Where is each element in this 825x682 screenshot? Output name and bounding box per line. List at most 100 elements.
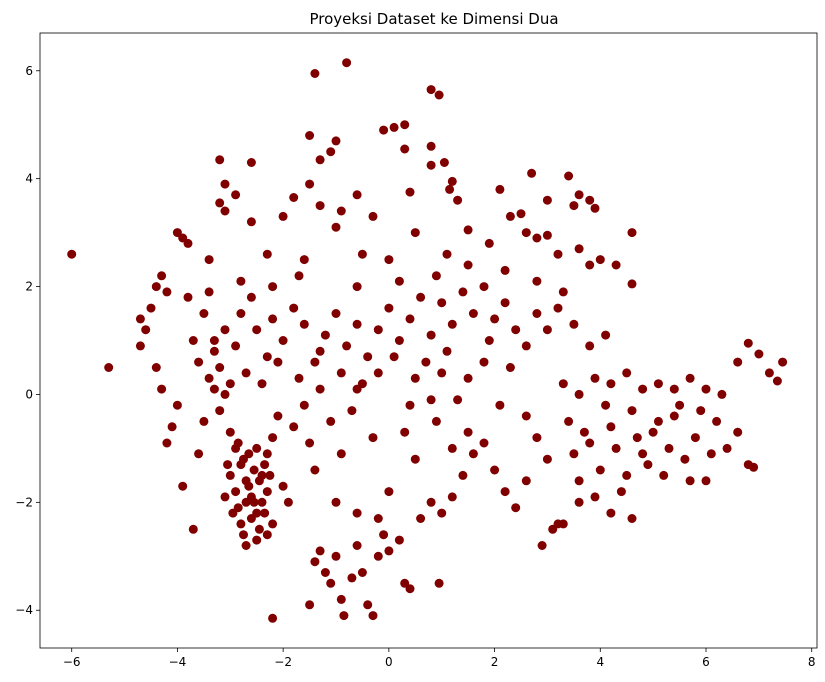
- data-point: [442, 346, 452, 356]
- data-point: [569, 319, 579, 329]
- data-point: [574, 497, 584, 507]
- y-tick-label: 4: [25, 172, 33, 186]
- data-point: [151, 363, 161, 372]
- y-tick-label: 2: [25, 280, 33, 294]
- data-point: [521, 228, 531, 238]
- data-point: [410, 373, 420, 383]
- data-point: [764, 368, 774, 378]
- data-point: [363, 352, 373, 362]
- data-point: [299, 319, 309, 329]
- data-point: [368, 611, 378, 621]
- data-point: [373, 325, 383, 335]
- data-point: [648, 427, 658, 437]
- data-point: [437, 368, 447, 378]
- data-point: [194, 449, 204, 459]
- data-point: [521, 476, 531, 486]
- data-point: [305, 600, 315, 610]
- y-tick-label: −2: [15, 495, 33, 509]
- data-point: [426, 160, 436, 170]
- data-point: [157, 384, 167, 394]
- data-point: [223, 460, 233, 470]
- data-point: [252, 535, 262, 545]
- data-point: [426, 85, 436, 95]
- data-point: [262, 449, 272, 459]
- data-point: [394, 336, 404, 345]
- data-point: [680, 454, 690, 464]
- data-point: [315, 546, 325, 556]
- data-point: [326, 147, 336, 157]
- data-point: [447, 443, 457, 453]
- data-point: [400, 578, 410, 588]
- data-point: [157, 271, 167, 281]
- data-point: [273, 411, 283, 421]
- data-point: [527, 168, 537, 178]
- data-point: [246, 292, 256, 302]
- data-point: [447, 492, 457, 502]
- data-point: [67, 249, 77, 259]
- data-point: [215, 363, 225, 372]
- data-point: [373, 551, 383, 561]
- data-point: [183, 292, 193, 302]
- data-point: [500, 487, 510, 497]
- data-point: [141, 325, 151, 335]
- x-tick-label: −6: [63, 655, 81, 669]
- data-point: [384, 303, 394, 313]
- data-point: [336, 594, 346, 604]
- data-point: [553, 303, 563, 313]
- data-point: [104, 363, 114, 372]
- data-point: [664, 443, 674, 453]
- data-point: [283, 497, 293, 507]
- data-point: [273, 357, 283, 367]
- data-point: [590, 492, 600, 502]
- data-point: [278, 211, 288, 221]
- data-point: [135, 314, 145, 324]
- data-point: [278, 336, 288, 345]
- data-point: [249, 497, 259, 507]
- data-point: [632, 433, 642, 443]
- data-point: [262, 487, 272, 497]
- data-point: [548, 524, 558, 534]
- data-point: [722, 443, 732, 453]
- data-point: [305, 131, 315, 140]
- data-point: [542, 325, 552, 335]
- data-point: [289, 303, 299, 313]
- data-point: [268, 314, 278, 324]
- data-point: [394, 535, 404, 545]
- data-point: [505, 363, 515, 372]
- data-point: [442, 249, 452, 259]
- data-point: [434, 90, 444, 100]
- data-point: [590, 373, 600, 383]
- data-point: [569, 449, 579, 459]
- data-point: [558, 379, 568, 389]
- data-point: [564, 416, 574, 426]
- data-point: [772, 376, 782, 386]
- data-point: [601, 330, 611, 340]
- data-point: [209, 336, 219, 345]
- data-point: [199, 309, 209, 318]
- data-point: [178, 233, 188, 243]
- data-point: [357, 249, 367, 259]
- data-point: [426, 497, 436, 507]
- data-point: [400, 120, 410, 130]
- data-point: [236, 276, 246, 286]
- data-point: [426, 141, 436, 151]
- data-point: [447, 319, 457, 329]
- data-point: [659, 470, 669, 480]
- data-point: [511, 503, 521, 513]
- data-point: [696, 406, 706, 416]
- data-point: [484, 336, 494, 345]
- data-point: [521, 411, 531, 421]
- data-point: [239, 530, 248, 540]
- data-point: [246, 514, 256, 523]
- data-point: [653, 379, 663, 389]
- data-point: [537, 541, 547, 550]
- data-point: [574, 190, 584, 200]
- data-point: [585, 260, 595, 270]
- data-point: [331, 497, 341, 507]
- data-point: [310, 357, 320, 367]
- data-point: [233, 438, 243, 448]
- data-point: [225, 470, 235, 480]
- data-point: [733, 427, 743, 437]
- x-tick-label: −2: [274, 655, 292, 669]
